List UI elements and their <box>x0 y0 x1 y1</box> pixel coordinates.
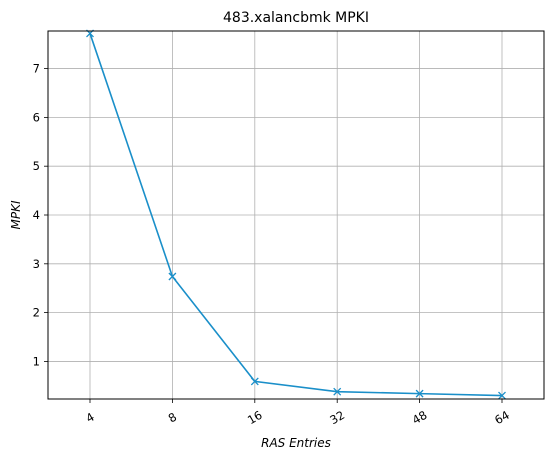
y-tick-label: 6 <box>33 110 40 124</box>
data-point-marker <box>250 377 259 386</box>
x-axis-label: RAS Entries <box>261 436 331 450</box>
x-tick-label: 4 <box>83 410 96 426</box>
y-tick-label: 1 <box>33 354 40 368</box>
y-tick-label: 7 <box>33 62 40 76</box>
chart-title: 483.xalancbmk MPKI <box>223 10 369 26</box>
grid-lines <box>48 31 544 399</box>
data-point-marker <box>498 391 506 400</box>
x-tick-label: 32 <box>327 408 347 427</box>
data-point-marker <box>333 387 342 396</box>
series-line <box>89 33 503 397</box>
y-axis-label: MPKI <box>9 200 23 229</box>
y-tick-label: 5 <box>33 159 40 173</box>
series-layer <box>86 29 506 400</box>
x-tick-label: 16 <box>245 408 265 427</box>
data-point-marker <box>415 389 424 398</box>
x-tick-label: 48 <box>410 408 430 427</box>
y-tick-label: 2 <box>33 306 40 320</box>
data-point-marker <box>168 272 177 281</box>
x-tick-label: 64 <box>492 408 512 427</box>
y-tick-label: 4 <box>33 208 40 222</box>
y-tick-label: 3 <box>33 257 40 271</box>
x-tick-label: 8 <box>166 410 179 426</box>
